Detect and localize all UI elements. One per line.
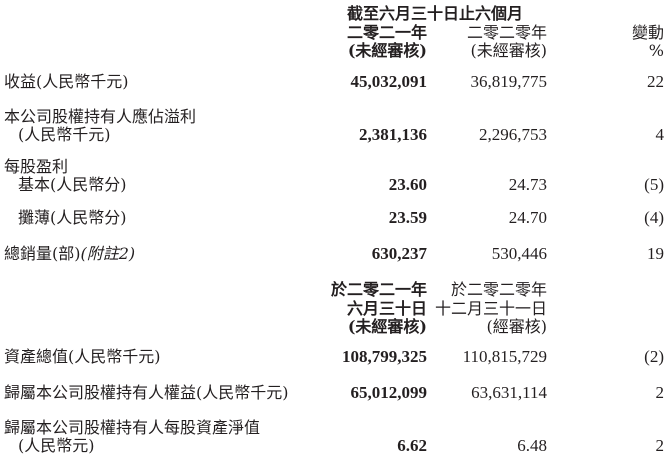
eps-diluted-2021: 23.59 bbox=[388, 208, 427, 227]
col1-audit-note: (未經審核) bbox=[347, 41, 427, 60]
profit-change: 4 bbox=[655, 125, 665, 144]
row-label-revenue: 收益(人民幣千元) bbox=[4, 72, 129, 91]
total-assets-2020: 110,815,729 bbox=[462, 347, 547, 366]
equity-2021: 65,012,099 bbox=[350, 383, 428, 402]
change-percent-header: % bbox=[648, 41, 664, 60]
row-label-eps-diluted: 攤薄(人民幣分) bbox=[18, 208, 127, 227]
eps-basic-change: (5) bbox=[644, 175, 664, 194]
row-label-equity: 歸屬本公司股權持有人權益(人民幣千元) bbox=[4, 383, 289, 402]
revenue-2021: 45,032,091 bbox=[350, 72, 428, 91]
equity-change: 2 bbox=[655, 383, 665, 402]
total-assets-2021: 108,799,325 bbox=[342, 347, 427, 366]
eps-diluted-2020: 24.70 bbox=[508, 208, 547, 227]
col2-year-header: 二零二零年 bbox=[466, 23, 547, 42]
revenue-2020: 36,819,775 bbox=[470, 72, 548, 91]
col2-date-header-line2: 十二月三十一日 bbox=[434, 299, 547, 318]
row-label-profit: 本公司股權持有人應佔溢利 bbox=[4, 107, 197, 126]
row-label-profit-unit: (人民幣千元) bbox=[18, 125, 111, 144]
col1-date-header-line2: 六月三十日 bbox=[346, 299, 427, 318]
col1-date-header-line1: 於二零二一年 bbox=[330, 280, 427, 299]
row-label-nav-per-share: 歸屬本公司股權持有人每股資產淨值 bbox=[4, 418, 261, 437]
row-label-sales-volume: 總銷量(部)(附註2) bbox=[4, 244, 135, 263]
col2-audit-note: (未經審核) bbox=[470, 41, 548, 60]
sales-volume-change: 19 bbox=[647, 244, 664, 263]
nav-2021: 6.62 bbox=[397, 436, 427, 455]
sales-volume-label: 總銷量(部) bbox=[4, 244, 81, 263]
sales-volume-2020: 530,446 bbox=[491, 244, 547, 263]
sales-volume-note: (附註2) bbox=[80, 244, 136, 263]
period-header: 截至六月三十日止六個月 bbox=[347, 4, 524, 23]
equity-2020: 63,631,114 bbox=[471, 383, 547, 402]
row-label-eps-basic: 基本(人民幣分) bbox=[18, 175, 127, 194]
row-label-eps: 每股盈利 bbox=[4, 157, 69, 176]
change-header: 變動 bbox=[631, 23, 664, 42]
eps-basic-2021: 23.60 bbox=[388, 175, 427, 194]
eps-basic-2020: 24.73 bbox=[508, 175, 547, 194]
eps-diluted-change: (4) bbox=[644, 208, 664, 227]
col2-date-header-line3: (經審核) bbox=[486, 317, 548, 336]
revenue-change: 22 bbox=[647, 72, 664, 91]
row-label-nav-unit: (人民幣元) bbox=[18, 436, 95, 455]
profit-2021: 2,381,136 bbox=[359, 125, 427, 144]
col1-year-header: 二零二一年 bbox=[346, 23, 427, 42]
nav-2020: 6.48 bbox=[517, 436, 547, 455]
row-label-total-assets: 資產總值(人民幣千元) bbox=[4, 347, 161, 366]
sales-volume-2021: 630,237 bbox=[371, 244, 427, 263]
profit-2020: 2,296,753 bbox=[479, 125, 547, 144]
total-assets-change: (2) bbox=[644, 347, 664, 366]
col2-date-header-line1: 於二零二零年 bbox=[450, 280, 547, 299]
nav-change: 2 bbox=[655, 436, 665, 455]
col1-date-header-line3: (未經審核) bbox=[347, 317, 427, 336]
